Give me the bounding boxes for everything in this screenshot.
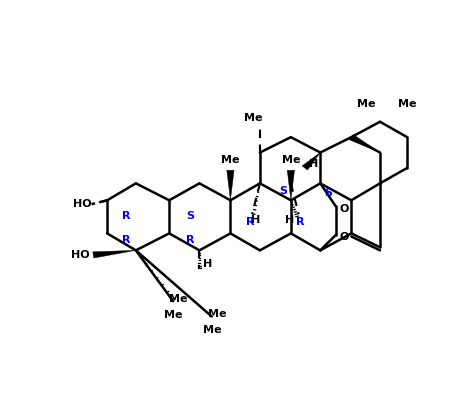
- Text: S: S: [279, 186, 287, 196]
- Text: O: O: [340, 232, 349, 242]
- Text: H: H: [203, 259, 212, 269]
- Polygon shape: [302, 153, 320, 170]
- Polygon shape: [227, 170, 234, 200]
- Text: R: R: [246, 217, 255, 227]
- Text: HO: HO: [71, 250, 89, 260]
- Text: S: S: [324, 188, 332, 198]
- Text: Me: Me: [208, 309, 226, 319]
- Polygon shape: [287, 170, 295, 200]
- Text: Me: Me: [221, 155, 240, 165]
- Text: Me: Me: [203, 326, 221, 335]
- Polygon shape: [349, 134, 380, 153]
- Text: R: R: [122, 234, 131, 245]
- Text: H: H: [251, 215, 261, 224]
- Polygon shape: [93, 250, 136, 258]
- Text: HO: HO: [73, 199, 92, 209]
- Text: Me: Me: [169, 294, 188, 304]
- Text: Me: Me: [164, 310, 182, 320]
- Text: Me: Me: [244, 113, 263, 123]
- Text: R: R: [296, 217, 304, 227]
- Text: H: H: [285, 215, 295, 224]
- Text: Me: Me: [282, 155, 300, 165]
- Text: Me: Me: [398, 99, 417, 109]
- Text: Me: Me: [357, 99, 375, 109]
- Text: H: H: [309, 159, 318, 169]
- Text: O: O: [340, 204, 349, 214]
- Text: R: R: [186, 234, 194, 245]
- Text: R: R: [122, 211, 131, 222]
- Text: S: S: [186, 211, 194, 222]
